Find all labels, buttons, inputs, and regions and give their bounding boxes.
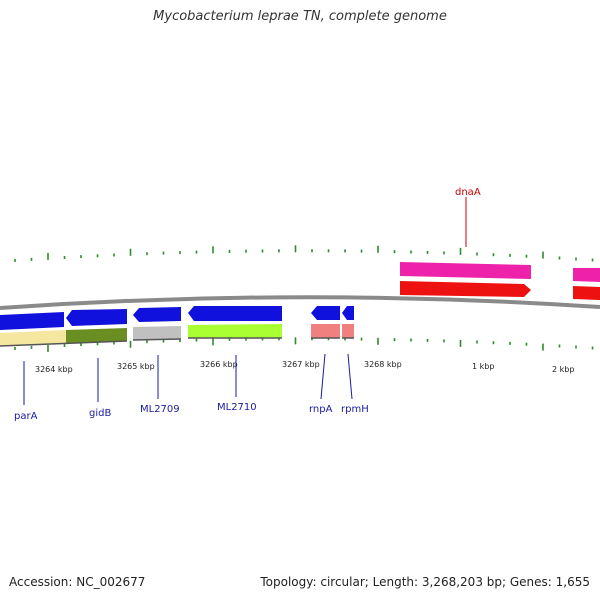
reverse-genes[interactable] — [0, 306, 354, 330]
scale-label: 3265 kbp — [117, 362, 155, 371]
label-lines — [23, 353, 353, 405]
gene-label-rnpA[interactable]: rnpA — [309, 404, 333, 415]
scale-label: 3266 kbp — [200, 360, 238, 369]
gene-labels[interactable]: parA gidB ML2709 ML2710 rnpA rpmH dnaA — [14, 187, 481, 422]
outer-tick-marks — [14, 245, 594, 262]
gene-label-ML2710[interactable]: ML2710 — [217, 402, 257, 413]
parA-gene-arrow[interactable] — [0, 312, 64, 330]
gene-label-ML2709[interactable]: ML2709 — [140, 404, 180, 415]
gene-label-gidB[interactable]: gidB — [89, 408, 111, 419]
rnpA-label-line — [320, 353, 326, 400]
ML2710-gene-arrow[interactable] — [188, 306, 282, 321]
scale-label: 1 kbp — [472, 362, 494, 371]
rpmH-product-bar[interactable] — [342, 324, 354, 338]
scale-labels: 3264 kbp 3265 kbp 3266 kbp 3267 kbp 3268… — [35, 360, 574, 374]
parA-product-bar[interactable] — [0, 330, 66, 346]
rnpA-gene-arrow[interactable] — [311, 306, 340, 320]
rpmH-gene-arrow[interactable] — [342, 306, 354, 320]
rnpA-product-bar[interactable] — [311, 324, 340, 338]
scale-label: 3264 kbp — [35, 365, 73, 374]
dnaA-gene-arrow-right[interactable] — [573, 286, 600, 300]
topology-summary: Topology: circular; Length: 3,268,203 bp… — [260, 575, 590, 589]
ML2709-product-bar[interactable] — [133, 326, 181, 340]
map-title: Mycobacterium leprae TN, complete genome — [153, 9, 447, 24]
dnaA-feature[interactable] — [400, 197, 600, 300]
gidB-product-bar[interactable] — [66, 328, 127, 343]
dnaA-product-bar-right[interactable] — [573, 268, 600, 282]
gidB-gene-arrow[interactable] — [66, 309, 127, 326]
ML2710-product-bar[interactable] — [188, 324, 282, 338]
scale-label: 3267 kbp — [282, 360, 320, 369]
scale-label: 3268 kbp — [364, 360, 402, 369]
rpmH-label-line — [347, 353, 353, 400]
accession-text: Accession: NC_002677 — [9, 575, 146, 589]
ML2709-gene-arrow[interactable] — [133, 307, 181, 322]
gene-label-rpmH[interactable]: rpmH — [341, 404, 369, 415]
dnaA-product-bar[interactable] — [400, 262, 531, 279]
genome-backbone — [0, 295, 600, 310]
dnaA-gene-arrow[interactable] — [400, 281, 531, 297]
product-bars[interactable] — [0, 324, 354, 347]
gene-label-dnaA[interactable]: dnaA — [455, 187, 481, 198]
gene-label-parA[interactable]: parA — [14, 411, 38, 422]
product-bar-shadow — [0, 337, 354, 347]
scale-label: 2 kbp — [552, 365, 574, 374]
